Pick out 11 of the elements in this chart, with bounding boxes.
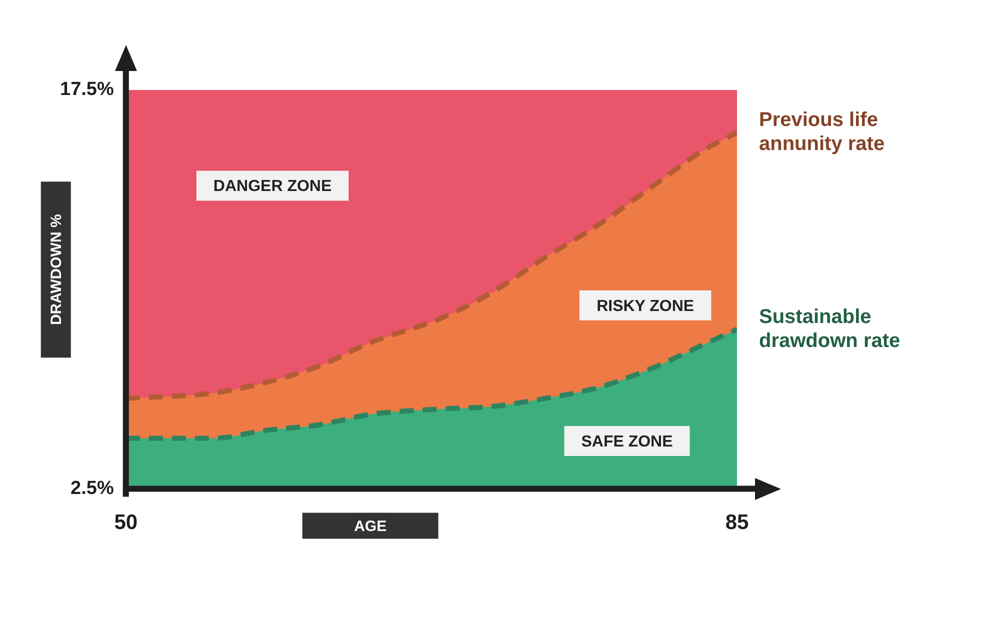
- x-tick-label: 85: [725, 511, 749, 534]
- x-tick-label: 50: [114, 511, 138, 534]
- y-tick-label: 17.5%: [60, 79, 114, 100]
- y-axis-title: DRAWDOWN %: [48, 214, 66, 326]
- annotation: DANGER ZONE: [213, 178, 332, 196]
- annotation: RISKY ZONE: [596, 298, 694, 315]
- x-axis-title: AGE: [354, 518, 387, 535]
- y-tick-label: 2.5%: [70, 478, 114, 500]
- series-label: Sustainable drawdown rate: [759, 306, 900, 352]
- series-label: Previous life annunity rate: [759, 109, 885, 156]
- annotation: SAFE ZONE: [581, 433, 674, 450]
